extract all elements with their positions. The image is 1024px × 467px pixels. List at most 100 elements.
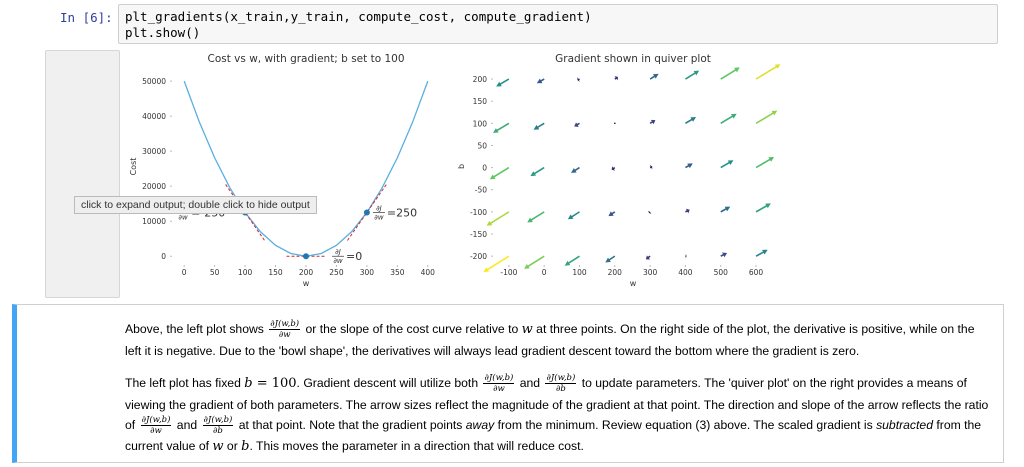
code-line: plt.show() bbox=[125, 25, 201, 40]
text: and bbox=[516, 376, 544, 390]
x-tick-label: 300 bbox=[360, 268, 375, 277]
text: . This moves the parameter in a directio… bbox=[249, 439, 584, 454]
quiver-arrow bbox=[489, 166, 510, 180]
denominator: ∂w bbox=[150, 426, 162, 437]
quiver-arrow bbox=[685, 70, 700, 80]
annotation-numerator: ∂J bbox=[335, 248, 341, 256]
denominator: ∂b bbox=[213, 426, 223, 437]
quiver-arrow bbox=[530, 166, 545, 177]
y-tick-label: 10000 bbox=[142, 217, 166, 226]
code-cell[interactable]: plt_gradients(x_train,y_train, compute_c… bbox=[118, 4, 998, 44]
y-tick-label: 30000 bbox=[142, 147, 166, 156]
quiver-arrow bbox=[486, 211, 510, 226]
y-tick-label: 40000 bbox=[142, 112, 166, 121]
y-axis-label: b bbox=[457, 164, 466, 169]
emphasis: subtracted bbox=[876, 418, 933, 432]
math: w bbox=[521, 322, 533, 337]
x-tick-label: 0 bbox=[182, 268, 187, 277]
y-tick-label: -50 bbox=[475, 186, 487, 195]
quiver-arrow bbox=[611, 166, 616, 171]
math: w bbox=[212, 439, 224, 455]
quiver-arrow bbox=[755, 249, 768, 257]
point bbox=[303, 253, 309, 260]
x-tick-label: 200 bbox=[608, 268, 623, 277]
quiver-arrow bbox=[755, 64, 781, 80]
fraction: ∂J(w,b) ∂b bbox=[545, 373, 577, 395]
code-line: plt_gradients(x_train,y_train, compute_c… bbox=[125, 9, 592, 24]
markdown-cell[interactable]: Above, the left plot shows ∂J(w,b) ∂w or … bbox=[12, 304, 1004, 463]
numerator: ∂J(w,b) bbox=[202, 415, 234, 427]
text: The left plot has fixed bbox=[125, 376, 245, 390]
quiver-arrow bbox=[483, 255, 510, 273]
cost-curve bbox=[183, 80, 429, 257]
quiver-arrow bbox=[524, 255, 545, 269]
text: from the current value of bbox=[125, 418, 982, 454]
quiver-arrow bbox=[755, 110, 778, 125]
quiver-arrow bbox=[685, 163, 693, 169]
quiver-arrow bbox=[527, 211, 545, 223]
annotation-denominator: ∂w bbox=[333, 257, 343, 265]
x-tick-label: 150 bbox=[268, 268, 283, 277]
math: b bbox=[241, 439, 250, 455]
annotation-label: =250 bbox=[387, 206, 417, 219]
y-tick-label: -200 bbox=[470, 252, 487, 261]
output-charts: Cost vs w, with gradient; b set to 100 w C… bbox=[129, 53, 781, 288]
quiver-arrow bbox=[608, 211, 616, 217]
quiver-arrow bbox=[533, 122, 545, 130]
annotation-denominator: ∂w bbox=[374, 213, 384, 221]
quiver-arrow bbox=[564, 255, 580, 266]
x-tick-label: 50 bbox=[210, 268, 220, 277]
chart-title: Gradient shown in quiver plot bbox=[555, 53, 711, 65]
output-prompt-area[interactable] bbox=[45, 50, 120, 298]
quiver-arrow bbox=[574, 122, 580, 127]
quiver-arrow bbox=[685, 116, 697, 125]
x-tick-label: 200 bbox=[299, 268, 314, 277]
text: or the slope of the cost curve relative … bbox=[302, 322, 522, 336]
quiver-arrow bbox=[755, 203, 771, 213]
annotation-denominator: ∂w bbox=[178, 213, 188, 221]
x-tick-label: 100 bbox=[238, 268, 253, 277]
quiver-arrow bbox=[571, 166, 580, 173]
numerator: ∂J(w,b) bbox=[140, 415, 172, 427]
x-tick-label: 300 bbox=[643, 268, 658, 277]
numerator: ∂J(w,b) bbox=[545, 373, 577, 385]
denominator: ∂b bbox=[555, 384, 566, 395]
quiver-arrow bbox=[577, 77, 580, 82]
x-axis-label: w bbox=[303, 279, 310, 288]
quiver-arrow bbox=[685, 253, 687, 259]
x-tick-label: 400 bbox=[421, 268, 436, 277]
x-tick-label: 350 bbox=[390, 268, 405, 277]
quiver-arrow bbox=[614, 122, 616, 125]
gradient-tangent bbox=[347, 184, 387, 241]
quiver-arrow bbox=[496, 78, 510, 87]
x-axis-label: w bbox=[630, 279, 637, 288]
annotation-numerator: ∂J bbox=[376, 204, 382, 212]
text: to update parameters. The 'quiver plot' … bbox=[125, 376, 989, 432]
quiver-arrow bbox=[492, 122, 510, 133]
math: = 100 bbox=[252, 376, 297, 391]
text: from the minimum. Review equation (3) ab… bbox=[494, 418, 877, 432]
y-tick-label: 150 bbox=[473, 97, 488, 106]
x-tick-label: 250 bbox=[329, 268, 344, 277]
x-tick-label: 600 bbox=[749, 268, 764, 277]
quiver-arrow bbox=[720, 160, 734, 169]
x-tick-label: -100 bbox=[500, 268, 517, 277]
x-tick-label: 100 bbox=[572, 268, 587, 277]
quiver-arrow bbox=[685, 208, 690, 214]
chart-title: Cost vs w, with gradient; b set to 100 bbox=[208, 53, 405, 65]
y-tick-label: -150 bbox=[470, 230, 487, 239]
chart: Cost vs w, with gradient; b set to 100 w C… bbox=[129, 53, 435, 288]
point bbox=[363, 209, 370, 216]
emphasis: away bbox=[465, 418, 495, 432]
y-tick-label: 0 bbox=[161, 252, 166, 261]
text: at three points. On the right side of th… bbox=[125, 322, 975, 358]
numerator: ∂J(w,b) bbox=[483, 373, 515, 385]
text: Above, the left plot shows bbox=[125, 322, 268, 336]
quiver-arrow bbox=[649, 73, 659, 80]
y-tick-label: 20000 bbox=[142, 182, 166, 191]
tooltip: click to expand output; double click to … bbox=[74, 196, 317, 214]
text: at that point. Note that the gradient po… bbox=[235, 418, 466, 432]
quiver-arrow bbox=[720, 252, 728, 258]
quiver-arrow bbox=[647, 210, 652, 215]
